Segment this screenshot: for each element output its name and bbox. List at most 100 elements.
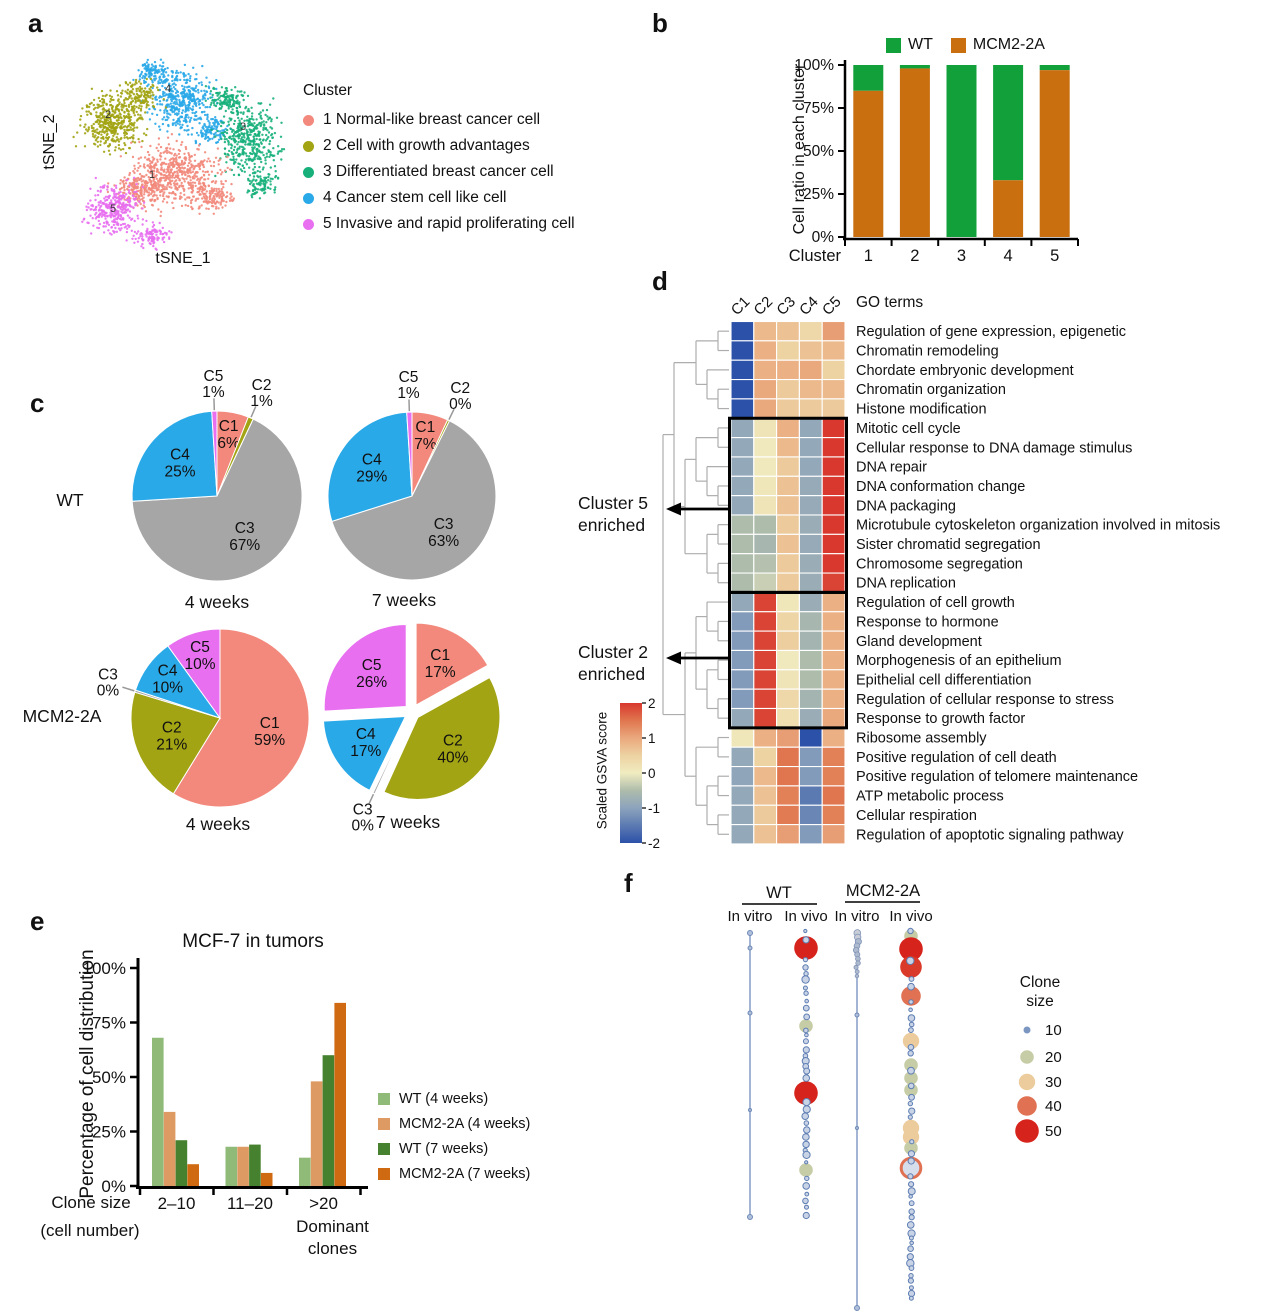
heatmap-row-label: Chromatin organization (856, 382, 1006, 398)
heatmap-col-header: C5 (819, 293, 845, 319)
clone-bubble-45 (900, 956, 922, 978)
pie-slice-C1 (415, 622, 489, 706)
cluster2-enriched-annotation: Cluster 2 enriched (578, 641, 648, 685)
heatmap-cell-r2c0 (730, 359, 755, 381)
heatmap-cell-r18c1 (753, 669, 778, 690)
y-tick-label: 100% (794, 57, 834, 74)
clone-bubble-50 (794, 936, 818, 960)
pie-slice-C4 (131, 410, 218, 502)
heatmap-cell-r7c1 (753, 456, 778, 477)
cluster-color-dot-icon (303, 140, 314, 152)
cluster-color-dot-icon (303, 218, 314, 230)
stacked-bar-wt-cluster5 (1039, 65, 1070, 71)
heatmap-cell-r21c3 (798, 727, 823, 748)
heatmap-cell-r16c2 (776, 630, 800, 651)
pie-slice-C2 (383, 676, 501, 800)
heatmap-cell-r12c1 (753, 553, 778, 574)
heatmap-cell-r17c0 (730, 649, 755, 671)
heatmap-row-label: Sister chromatid segregation (856, 537, 1041, 553)
heatmap-cell-r15c3 (798, 611, 823, 632)
pie-label-pct: 21% (156, 736, 187, 753)
heatmap-row-label: Epithelial cell differentiation (856, 672, 1031, 688)
mcf7-title: MCF-7 in tumors (182, 931, 324, 952)
heatmap-row-label: Positive regulation of telomere maintena… (856, 769, 1138, 785)
colorbar-tick-label: 1 (648, 731, 656, 746)
legend-swatch (378, 1092, 390, 1105)
legend-size-label: 20 (1045, 1049, 1062, 1066)
x-category-sublabel: Dominant (296, 1217, 369, 1236)
heatmap-row-label: Response to hormone (856, 614, 999, 630)
heatmap-cell-r24c1 (753, 785, 778, 806)
cell-number-axis-label: (cell number) (40, 1221, 140, 1240)
mcf7-bar-chart: 0% 25% 50% 75% 100% 2–10 11–20 >20 Dominant clone… (83, 958, 369, 1258)
pie-slice-C3 (131, 418, 303, 582)
tsne-legend-items: 1 Normal-like breast cancer cell 2 Cell w… (303, 107, 575, 237)
heatmap-row-label: Regulation of cellular response to stres… (856, 692, 1114, 708)
bar-wt-4-weeks--g2 (299, 1157, 311, 1186)
legend-title-line: Clone (1019, 974, 1061, 991)
panel-d-letter: d (652, 266, 668, 296)
pie-slice-C5 (167, 628, 221, 720)
heatmap-cell-r0c4 (821, 320, 846, 342)
heatmap-cell-r7c4 (821, 456, 846, 477)
heatmap-cell-r10c0 (730, 514, 755, 535)
heatmap-row-label: Chordate embryonic development (856, 363, 1074, 379)
heatmap-cell-r25c2 (776, 804, 800, 826)
heatmap-cell-r5c1 (753, 417, 778, 439)
heatmap-cell-r10c4 (821, 514, 846, 535)
heatmap-cell-r5c3 (798, 417, 823, 439)
heatmap-cell-r10c1 (753, 514, 778, 535)
pie-label-pct: 7% (414, 436, 437, 453)
cluster-color-dot-icon (303, 114, 314, 126)
heatmap-cell-r26c4 (821, 824, 846, 845)
tsne-cluster-number: 1 (149, 169, 155, 181)
heatmap-cell-r26c2 (776, 824, 800, 845)
heatmap-cell-r7c0 (730, 456, 755, 477)
pie-label-id: C3 (434, 516, 454, 533)
heatmap-cell-r9c2 (776, 495, 800, 516)
panel-a-letter: a (28, 8, 43, 38)
legend-item: WT (886, 36, 933, 54)
heatmap-row-label: Ribosome assembly (856, 731, 987, 747)
heatmap-row-label: Chromatin remodeling (856, 344, 999, 360)
mcf7-y-axis-label: Percentage of cell distribution (77, 949, 98, 1199)
tsne-plot: 1 2 3 4 5 (72, 58, 286, 251)
heatmap-cell-r19c4 (821, 688, 846, 710)
strand-mcm-invitro (852, 929, 862, 1311)
heatmap-cell-r17c1 (753, 649, 778, 671)
heatmap-cell-r23c1 (753, 765, 778, 787)
panel-c-letter: c (30, 388, 45, 418)
heatmap-cell-r16c0 (730, 630, 755, 651)
heatmap-row-label: Regulation of cell growth (856, 595, 1015, 611)
bar-wt-7-weeks--g0 (175, 1140, 188, 1186)
stacked-bar-mcm-cluster1 (853, 90, 884, 237)
pie-label-pct: 0% (97, 683, 120, 700)
heatmap-cell-r22c1 (753, 746, 778, 768)
pie-label-pct: 17% (425, 664, 456, 681)
legend-swatch (378, 1167, 390, 1180)
heatmap-row-label: DNA packaging (856, 498, 956, 514)
heatmap-cell-r11c0 (730, 533, 755, 555)
bar-wt-7-weeks--g1 (249, 1144, 261, 1186)
legend-bubble-30 (1018, 1073, 1036, 1091)
heatmap-cell-r10c2 (776, 514, 800, 535)
heatmap-cell-r13c0 (730, 572, 755, 593)
clone-bubble-20 (904, 1058, 918, 1072)
strand-column-label: In vitro (834, 908, 879, 925)
heatmap-col-header: C3 (773, 293, 799, 319)
pie-label-id: C5 (204, 368, 224, 385)
bar-mcm2-2a-7-weeks--g0 (187, 1164, 199, 1186)
heatmap-cell-r11c2 (776, 533, 800, 555)
heatmap-cell-r22c0 (730, 746, 755, 768)
heatmap-cell-r8c1 (753, 475, 778, 497)
heatmap-cell-r14c0 (730, 591, 755, 613)
heatmap-cell-r12c0 (730, 553, 755, 574)
y-tick-label: 25% (803, 186, 834, 203)
pie-row-label-wt: WT (56, 490, 84, 510)
x-category-label: >20 (309, 1194, 338, 1213)
legend-item: MCM2-2A (7 weeks) (378, 1161, 530, 1186)
